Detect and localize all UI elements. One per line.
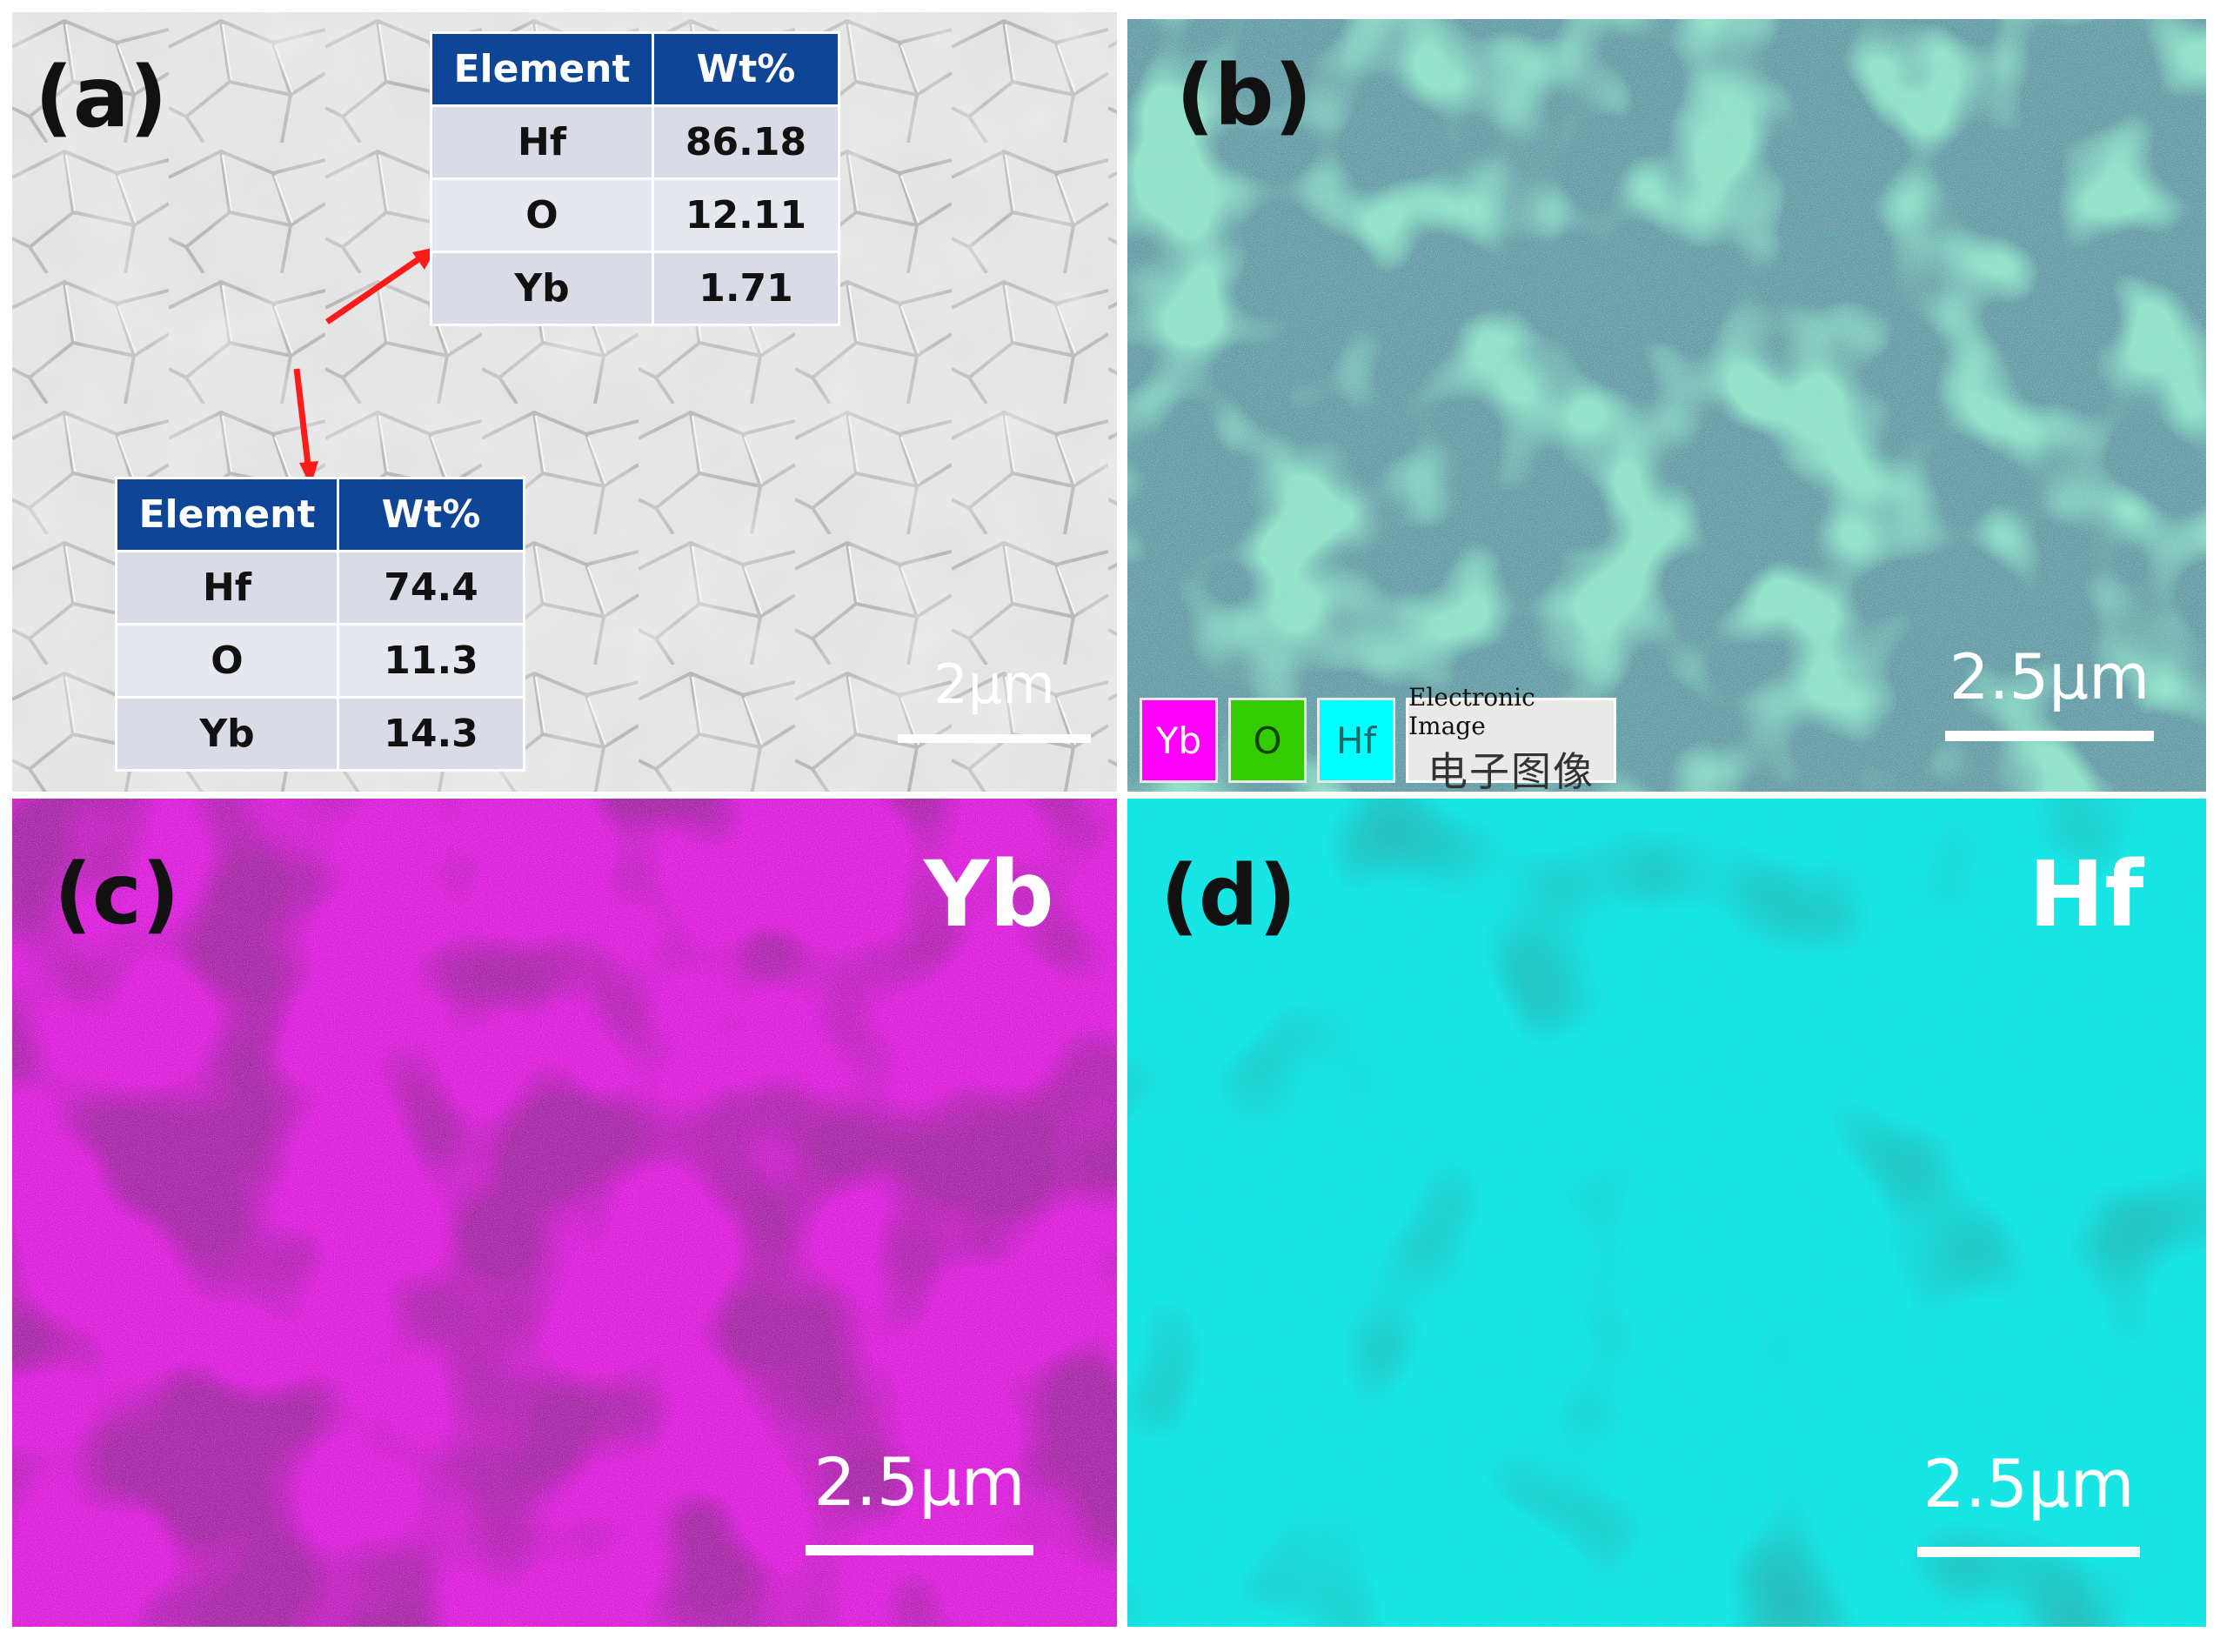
table-header-element: Element — [430, 31, 654, 107]
hf-map-texture — [1127, 799, 2206, 1627]
legend-hf: Hf — [1317, 698, 1395, 783]
scale-bar-b: 2.5μm — [1945, 637, 2154, 741]
eds-table-top: Element Wt% Hf 86.18 O 12.11 Yb 1.71 — [430, 31, 840, 326]
panel-b-label: (b) — [1176, 47, 1313, 144]
table-cell: 12.11 — [652, 177, 840, 253]
table-cell: 11.3 — [337, 623, 525, 699]
table-cell: 14.3 — [337, 696, 525, 772]
scale-bar-label: 2.5μm — [813, 1443, 1026, 1521]
panel-d-hf-map: (d) Hf 2.5μm — [1127, 799, 2206, 1627]
panel-c-label: (c) — [54, 846, 180, 943]
legend-yb-label: Yb — [1155, 719, 1202, 762]
table-cell: Hf — [115, 550, 339, 625]
table-cell: 86.18 — [652, 104, 840, 180]
panel-c-element-name: Yb — [924, 841, 1054, 947]
arrow-head-bottom — [299, 461, 318, 486]
table-cell: Hf — [430, 104, 654, 180]
scale-bar-label: 2.5μm — [1922, 1445, 2135, 1522]
table-header-element: Element — [115, 477, 339, 552]
legend-o: O — [1228, 698, 1307, 783]
panel-a-sem-image: (a) Element Wt% Hf 86.18 O 12.11 Yb 1.71… — [12, 12, 1117, 792]
eds-table-bottom: Element Wt% Hf 74.4 O 11.3 Yb 14.3 — [115, 477, 525, 772]
arrow-to-top-table — [325, 255, 423, 324]
yb-map-texture — [12, 799, 1117, 1627]
scale-bar-label: 2μm — [933, 652, 1055, 716]
table-cell: O — [115, 623, 339, 699]
scale-bar-c: 2.5μm — [806, 1442, 1033, 1555]
legend-hf-label: Hf — [1335, 719, 1377, 762]
panel-c-yb-map: (c) Yb 2.5μm — [12, 799, 1117, 1627]
legend-o-label: O — [1253, 719, 1282, 762]
panel-b-composite-map: (b) Yb O Hf Electronic Image 电子图像 2.5μm — [1127, 19, 2206, 792]
scale-bar-label: 2.5μm — [1949, 640, 2150, 713]
table-cell: Yb — [115, 696, 339, 772]
legend-electronic-image-subtitle: 电子图像 — [1428, 748, 1595, 792]
scale-bar-a: 2μm — [898, 647, 1091, 743]
arrow-to-bottom-table — [293, 368, 311, 465]
panel-d-label: (d) — [1160, 847, 1297, 945]
legend-yb: Yb — [1140, 698, 1218, 783]
table-cell: 1.71 — [652, 251, 840, 326]
table-header-wt: Wt% — [652, 31, 840, 107]
panel-a-label: (a) — [35, 49, 168, 146]
pointer-arrows — [293, 247, 437, 486]
table-cell: O — [430, 177, 654, 253]
table-cell: Yb — [430, 251, 654, 326]
map-legend: Yb O Hf Electronic Image 电子图像 — [1140, 683, 1616, 792]
legend-electronic-image: Electronic Image 电子图像 — [1406, 683, 1616, 792]
table-cell: 74.4 — [337, 550, 525, 625]
panel-d-element-name: Hf — [2029, 841, 2144, 947]
composite-map-texture — [1127, 19, 2206, 792]
legend-electronic-image-title: Electronic Image — [1408, 683, 1535, 740]
scale-bar-d: 2.5μm — [1917, 1444, 2140, 1557]
table-header-wt: Wt% — [337, 477, 525, 552]
